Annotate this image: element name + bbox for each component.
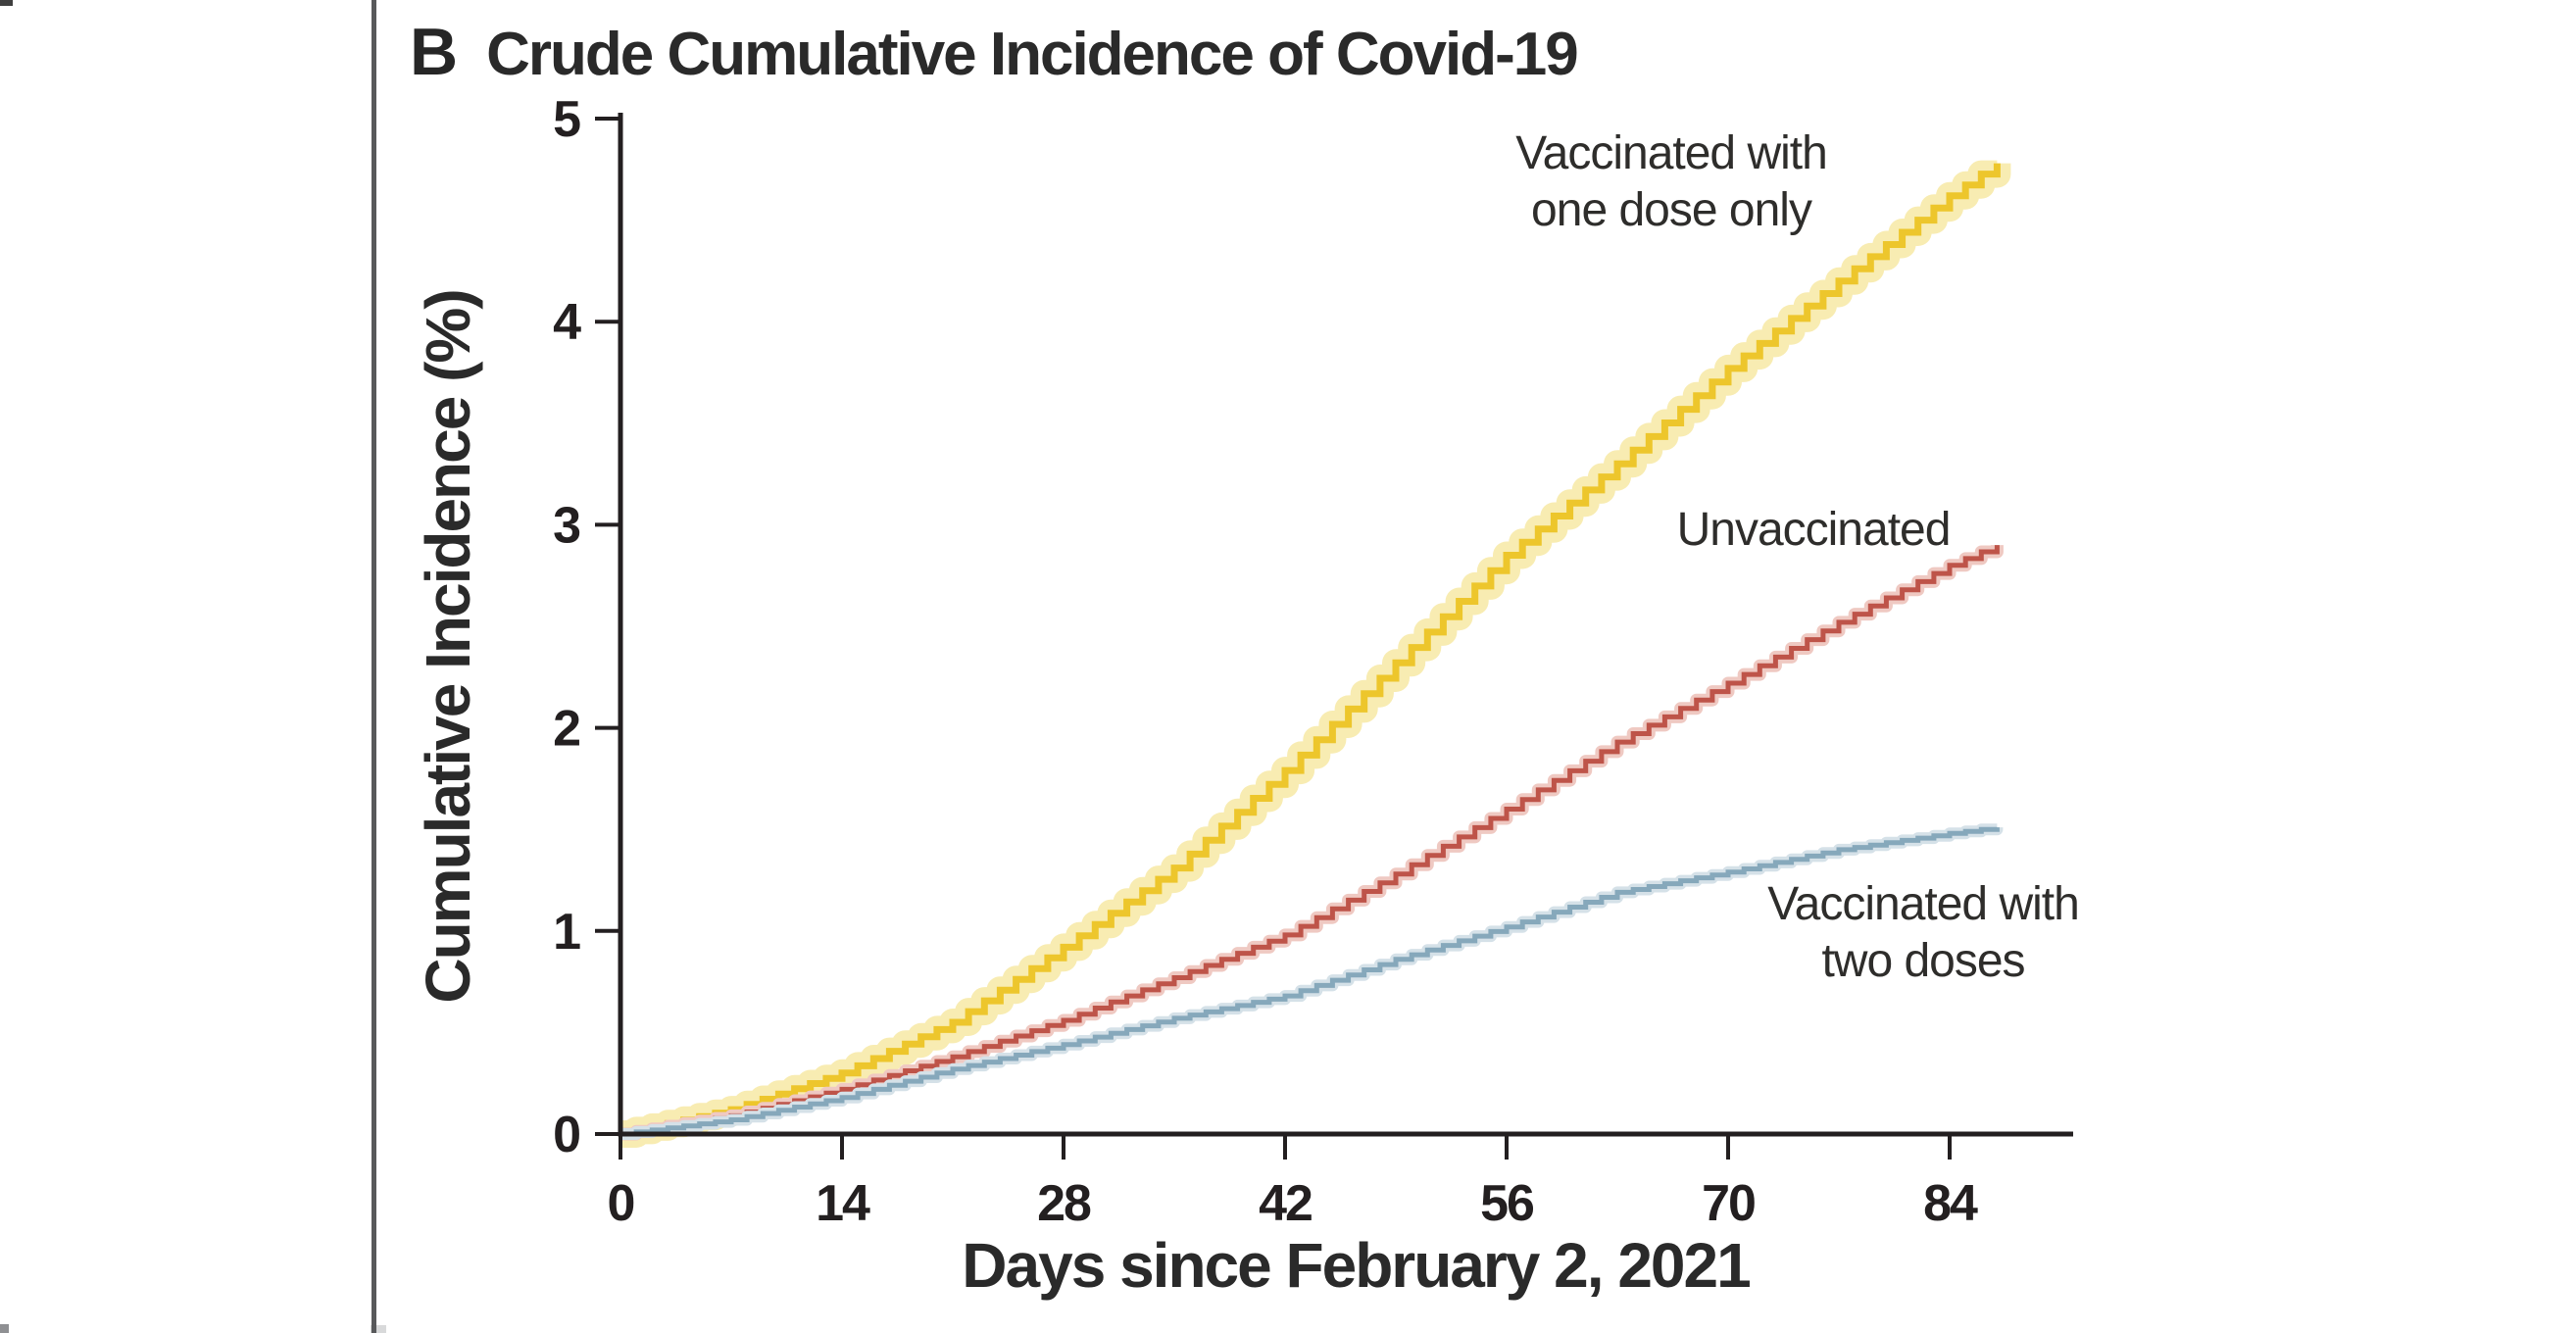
y-tick-label: 3 bbox=[553, 497, 580, 554]
panel-header: B Crude Cumulative Incidence of Covid-19 bbox=[410, 14, 1579, 90]
x-tick-label: 28 bbox=[1037, 1175, 1091, 1232]
y-tick-label: 1 bbox=[553, 904, 580, 961]
x-axis-title: Days since February 2, 2021 bbox=[962, 1230, 1751, 1301]
crop-artifact-bottom-left bbox=[0, 1324, 9, 1333]
x-tick-label: 0 bbox=[608, 1175, 634, 1232]
series-line-unvaccinated bbox=[620, 545, 2000, 1137]
series-line-two-doses bbox=[620, 826, 2000, 1137]
series-label-unvaccinated: Unvaccinated bbox=[1676, 502, 1952, 559]
series-line-one-dose bbox=[620, 163, 2001, 1138]
series-label-two-doses: Vaccinated with two doses bbox=[1767, 876, 2080, 990]
series-label-one-dose: Vaccinated with one dose only bbox=[1515, 125, 1828, 239]
y-tick-label: 4 bbox=[553, 294, 581, 351]
series-label-line: two doses bbox=[1821, 935, 2025, 987]
series-label-line: one dose only bbox=[1531, 184, 1812, 236]
crop-artifact-divider-bottom bbox=[371, 1325, 386, 1333]
x-tick-label: 56 bbox=[1480, 1175, 1534, 1232]
series-label-line: Vaccinated with bbox=[1515, 127, 1828, 179]
crop-artifact-top-left bbox=[0, 0, 13, 6]
panel-divider-line bbox=[372, 0, 376, 1333]
x-tick-label: 14 bbox=[816, 1175, 870, 1232]
panel-title: Crude Cumulative Incidence of Covid-19 bbox=[486, 21, 1579, 88]
x-tick-label: 84 bbox=[1923, 1175, 1978, 1232]
series-band-unvaccinated bbox=[620, 545, 2004, 1141]
series-label-line: Unvaccinated bbox=[1676, 504, 1952, 556]
y-tick-label: 5 bbox=[553, 91, 580, 148]
y-tick-label: 0 bbox=[553, 1107, 579, 1163]
y-tick-label: 2 bbox=[553, 701, 579, 758]
x-tick-label: 42 bbox=[1259, 1175, 1312, 1232]
x-tick-label: 70 bbox=[1702, 1175, 1755, 1232]
panel-label: B bbox=[410, 15, 458, 89]
series-label-line: Vaccinated with bbox=[1767, 878, 2080, 930]
